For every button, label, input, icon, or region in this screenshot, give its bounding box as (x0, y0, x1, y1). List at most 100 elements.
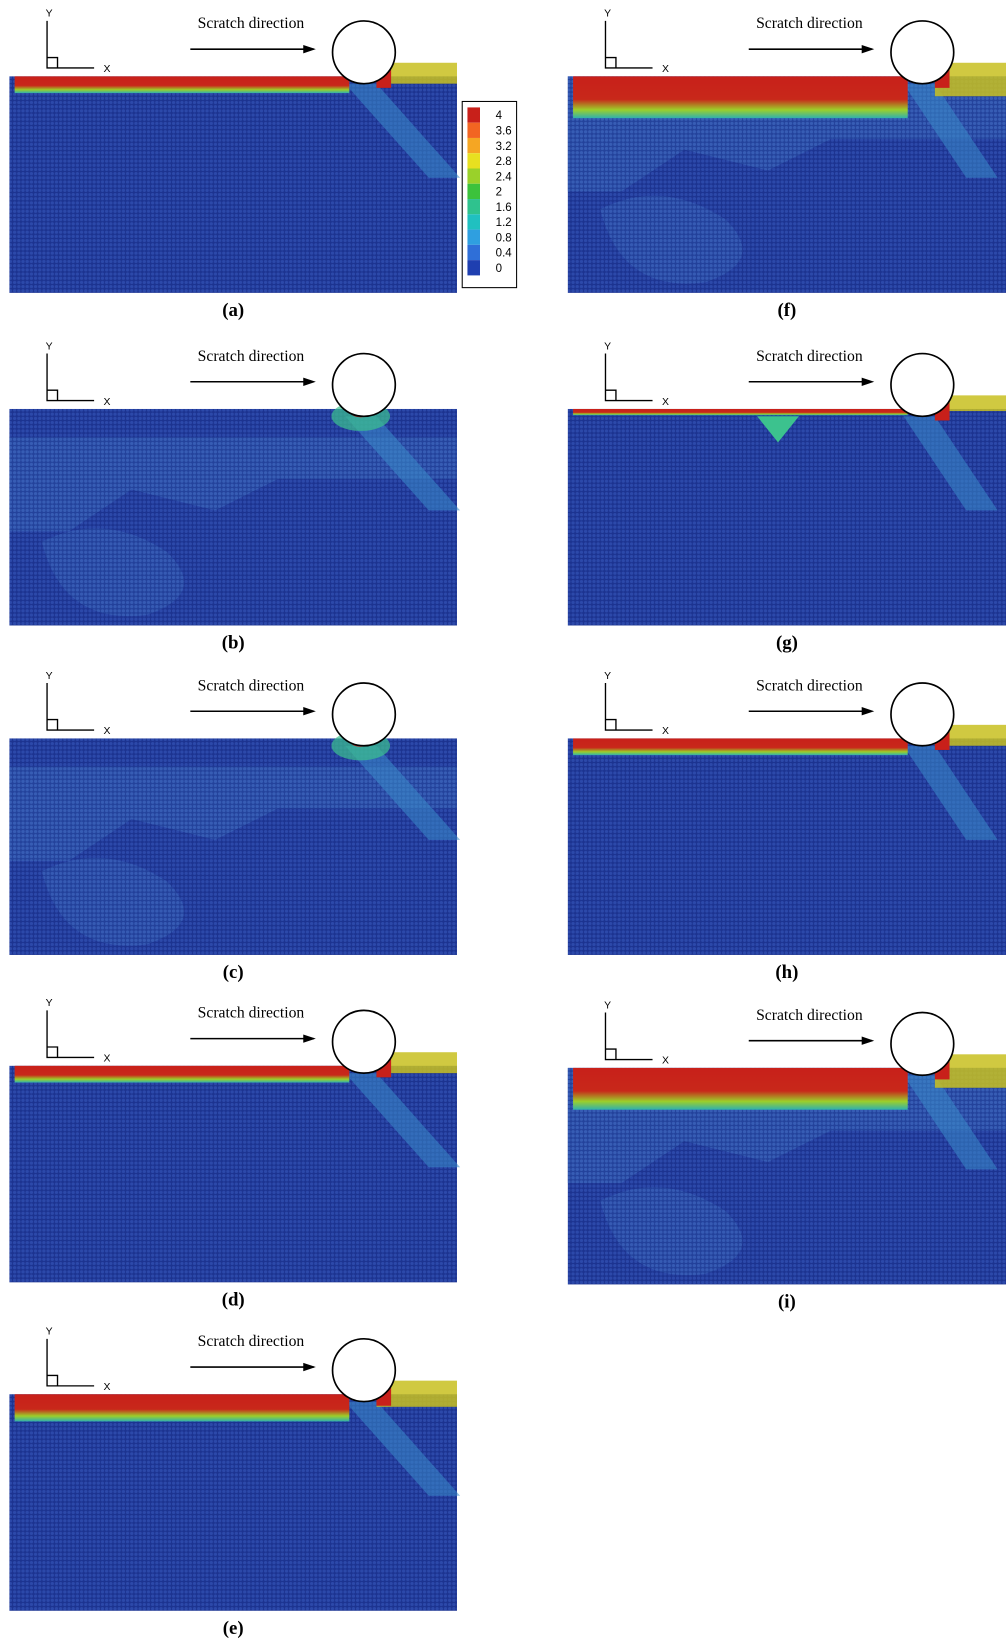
axis-y-label: Y (46, 9, 53, 20)
tool (333, 21, 396, 84)
scratch-direction: Scratch direction (756, 677, 863, 694)
scratch-direction: Scratch direction (198, 1005, 305, 1022)
panel: Y X Scratch direction (d) (9, 998, 460, 1310)
scratch-direction: Scratch direction (756, 15, 863, 32)
scratch-direction: Scratch direction (198, 677, 305, 694)
axis-triad (47, 683, 94, 730)
panel: Y X Scratch direction (b) (9, 341, 460, 653)
damage-layer (573, 76, 908, 118)
colorbar-swatch (467, 214, 480, 229)
scratch-direction: Scratch direction (198, 1333, 305, 1350)
tool (333, 1010, 396, 1073)
axis-y-label: Y (46, 341, 53, 352)
colorbar-label: 1.2 (496, 217, 512, 229)
colorbar-swatch (467, 260, 480, 275)
damage-layer (15, 1066, 350, 1083)
colorbar-swatch (467, 184, 480, 199)
colorbar: 4 3.6 3.2 2.8 2.4 2 1.6 1.2 0.8 0.4 0 (462, 101, 516, 287)
colorbar-label: 4 (496, 110, 503, 122)
axis-triad (605, 354, 652, 401)
arrow-head (303, 1363, 316, 1371)
colorbar-swatch (467, 107, 480, 122)
arrow-head (862, 707, 875, 715)
axis-triad (47, 21, 94, 68)
axis-triad (605, 1012, 652, 1059)
damage-layer (573, 409, 908, 415)
axis-x-label: X (104, 1382, 111, 1393)
axis-x-label: X (104, 397, 111, 408)
colorbar-label: 0.8 (496, 232, 512, 244)
panel-label: (g) (776, 632, 798, 653)
axis-y-label: Y (604, 1000, 611, 1011)
tool (333, 683, 396, 746)
colorbar-label: 2 (496, 187, 502, 199)
tool (333, 1339, 396, 1402)
tool (891, 21, 954, 84)
scratch-direction: Scratch direction (756, 1007, 863, 1024)
panel-label: (b) (222, 632, 245, 653)
scratch-direction: Scratch direction (198, 15, 305, 32)
arrow-head (303, 707, 316, 715)
axis-y-label: Y (46, 671, 53, 682)
axis-x-label: X (104, 64, 111, 75)
colorbar-label: 2.4 (496, 171, 513, 183)
axis-triad (605, 683, 652, 730)
colorbar-label: 0.4 (496, 248, 513, 260)
damage-layer (573, 738, 908, 755)
axis-y-label: Y (46, 998, 53, 1009)
axis-triad (47, 1339, 94, 1386)
axis-x-label: X (662, 726, 669, 737)
axis-triad (47, 354, 94, 401)
axis-x-label: X (104, 726, 111, 737)
panel: Y X Scratch direction (a) (9, 9, 460, 321)
tool (891, 1012, 954, 1075)
axis-y-label: Y (604, 671, 611, 682)
axis-x-label: X (104, 1054, 111, 1065)
arrow-head (862, 45, 875, 53)
colorbar-swatch (467, 153, 480, 168)
tool (891, 354, 954, 417)
axis-y-label: Y (46, 1327, 53, 1338)
colorbar-label: 0 (496, 263, 502, 275)
damage-layer (15, 1394, 350, 1421)
panel: Y X Scratch direction (i) (568, 1000, 1006, 1312)
panel: Y X Scratch direction (e) (9, 1327, 460, 1639)
figure: Y X Scratch direction (a) Y X Scratch directio… (0, 0, 1006, 1639)
panel: Y X Scratch direction (f) (568, 9, 1006, 321)
panel-label: (d) (222, 1289, 245, 1310)
axis-triad (47, 1010, 94, 1057)
panel-label: (i) (778, 1291, 796, 1312)
panel-label: (a) (222, 300, 244, 321)
panel-label: (f) (778, 300, 797, 321)
colorbar-label: 3.6 (496, 126, 512, 138)
colorbar-label: 1.6 (496, 202, 512, 214)
scratch-direction: Scratch direction (198, 348, 305, 365)
colorbar-swatch (467, 199, 480, 214)
colorbar-swatch (467, 138, 480, 153)
colorbar-swatch (467, 169, 480, 184)
panel: Y X Scratch direction (g) (568, 341, 1006, 653)
arrow-head (303, 378, 316, 386)
damage-layer (15, 76, 350, 93)
axis-y-label: Y (604, 341, 611, 352)
panel: Y X Scratch direction (c) (9, 671, 460, 983)
colorbar-swatch (467, 245, 480, 260)
arrow-head (862, 1037, 875, 1045)
colorbar-label: 3.2 (496, 141, 512, 153)
panel-label: (c) (223, 962, 244, 983)
axis-x-label: X (662, 1056, 669, 1067)
damage-layer (573, 1068, 908, 1110)
scratch-direction: Scratch direction (756, 348, 863, 365)
axis-x-label: X (662, 397, 669, 408)
axis-triad (605, 21, 652, 68)
arrow-head (303, 1034, 316, 1042)
panel-label: (e) (223, 1618, 244, 1639)
axis-x-label: X (662, 64, 669, 75)
arrow-head (862, 378, 875, 386)
panel-label: (h) (775, 962, 798, 983)
axis-y-label: Y (604, 9, 611, 20)
colorbar-swatch (467, 230, 480, 245)
tool (891, 683, 954, 746)
tool (333, 354, 396, 417)
colorbar-label: 2.8 (496, 156, 512, 168)
